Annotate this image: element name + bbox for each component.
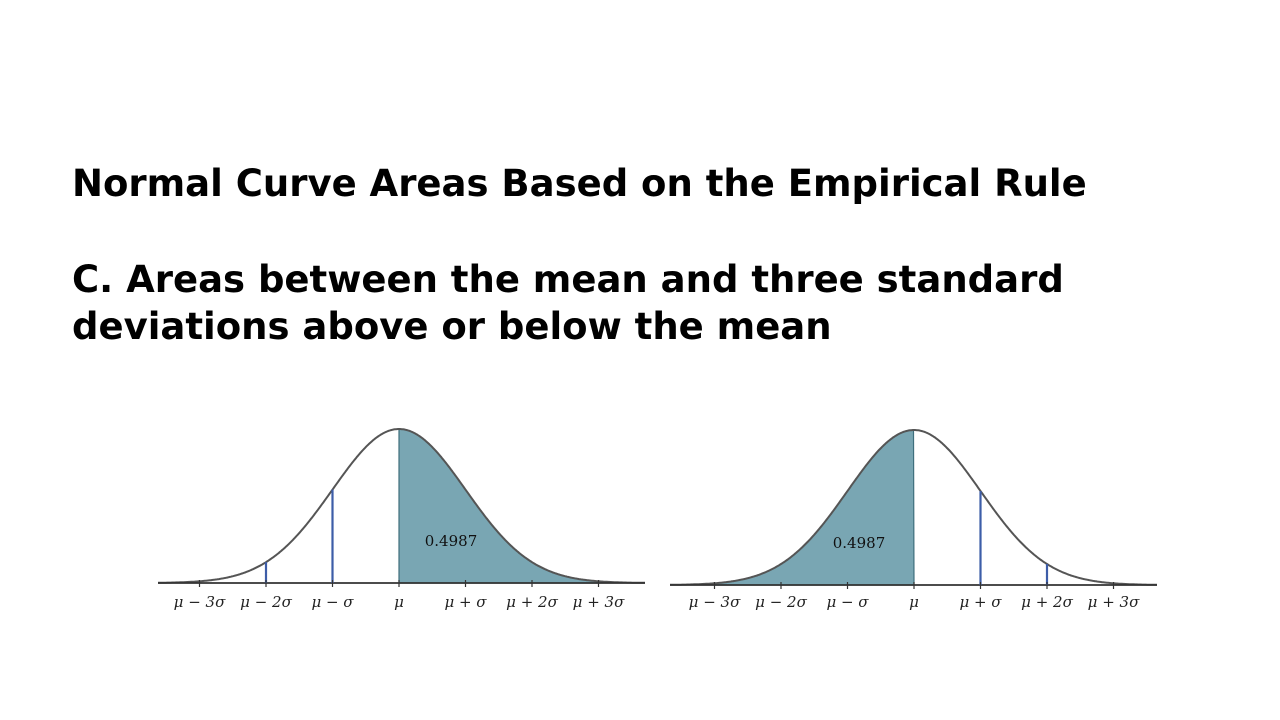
tick-mu-minus-2sigma-label: μ − 2σ [755, 593, 807, 611]
tick-mu-plus-2sigma-label: μ + 2σ [506, 593, 558, 611]
slide-title: Normal Curve Areas Based on the Empirica… [72, 162, 1087, 205]
tick-mu-minus-sigma-label: μ − σ [311, 593, 354, 611]
tick-mu-minus-2sigma-label: μ − 2σ [240, 593, 292, 611]
tick-mu-plus-3sigma-label: μ + 3σ [573, 593, 625, 611]
tick-mu-minus-3sigma-label: μ − 3σ [174, 593, 226, 611]
tick-mu-label: μ [394, 593, 404, 611]
right-shaded-normal-curve: μ − 3σ μ − 2σ μ − σ μ μ + σ μ + 2σ μ + 3σ 0.498… [158, 428, 645, 611]
tick-mu-plus-2sigma-label: μ + 2σ [1021, 593, 1073, 611]
tick-mu-minus-sigma-label: μ − σ [826, 593, 869, 611]
shaded-area [713, 429, 915, 586]
left-shaded-normal-curve: μ − 3σ μ − 2σ μ − σ μ μ + σ μ + 2σ μ + 3σ 0.498… [670, 429, 1157, 611]
shaded-area [398, 428, 600, 584]
slide-subtitle: C. Areas between the mean and three stan… [72, 258, 1064, 348]
normal-curve [158, 428, 645, 584]
tick-mu-label: μ [909, 593, 919, 611]
tick-mu-plus-sigma-label: μ + σ [959, 593, 1002, 611]
area-value-label: 0.4987 [425, 532, 478, 550]
tick-mu-minus-3sigma-label: μ − 3σ [689, 593, 741, 611]
area-value-label: 0.4987 [833, 534, 886, 552]
tick-mu-plus-sigma-label: μ + σ [444, 593, 487, 611]
tick-mu-plus-3sigma-label: μ + 3σ [1088, 593, 1140, 611]
normal-curve [670, 429, 1157, 586]
